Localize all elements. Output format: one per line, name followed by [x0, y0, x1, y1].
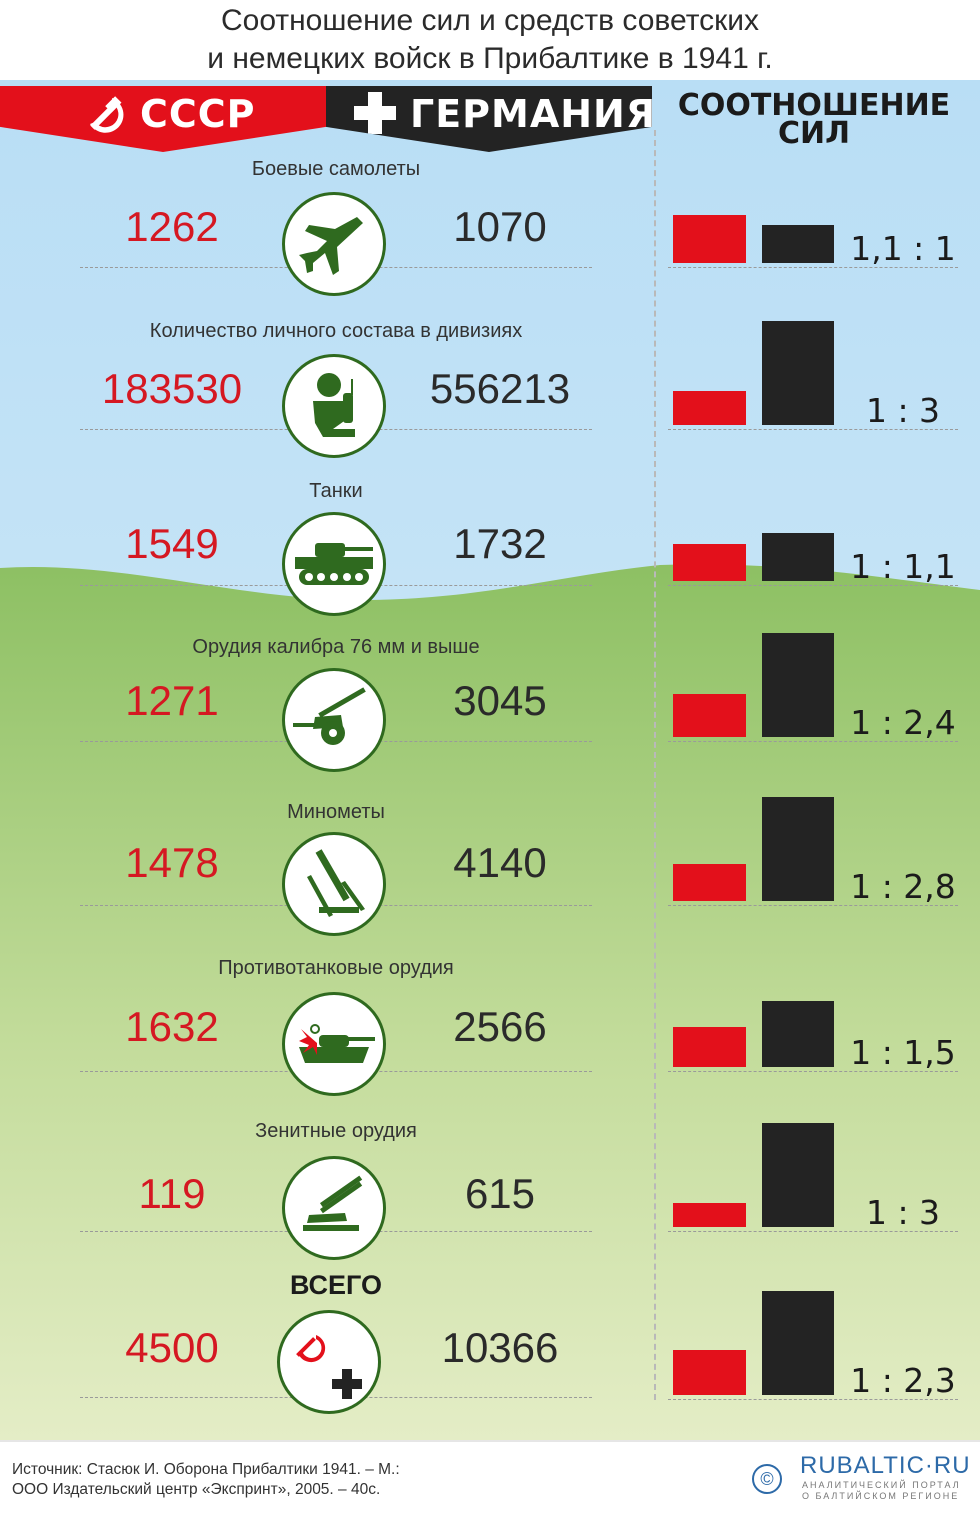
germany-bar	[762, 1001, 834, 1067]
ussr-bar	[673, 1349, 746, 1395]
brand-subtitle-2: О БАЛТИЙСКОМ РЕГИОНЕ	[802, 1491, 960, 1501]
ussr-bar	[673, 693, 746, 737]
ussr-value: 1262	[125, 203, 219, 250]
category-label: Минометы	[287, 801, 385, 823]
category-label: Боевые самолеты	[251, 158, 421, 180]
ratio-value: 1,1 : 1	[850, 229, 956, 268]
ussr-value: 4500	[125, 1324, 219, 1371]
mortar-icon	[307, 849, 365, 917]
ussr-value: 1271	[125, 677, 219, 724]
category-label: Количество личного состава в дивизиях	[149, 320, 523, 342]
cross-icon	[354, 92, 396, 134]
title-line-2: и немецких войск в Прибалтике в 1941 г.	[207, 42, 773, 75]
germany-value: 4140	[453, 839, 547, 886]
header-ratio-line1: СООТНОШЕНИЕ	[677, 88, 951, 123]
category-label: Противотанковые орудия	[218, 957, 454, 979]
hammer-sickle-icon	[90, 96, 124, 133]
header-ratio: СООТНОШЕНИЕ СИЛ	[664, 88, 964, 151]
source-text: Источник: Стасюк И. Оборона Прибалтики 1…	[12, 1460, 400, 1500]
plane-icon	[299, 217, 363, 275]
tank-icon	[295, 543, 373, 585]
ratio-value: 1 : 3	[865, 1193, 941, 1232]
germany-bar	[762, 225, 834, 263]
ussr-bar	[673, 544, 746, 581]
ratio-divider-line	[668, 905, 958, 906]
ussr-bar	[673, 863, 746, 901]
ratio-value: 1 : 3	[865, 391, 941, 430]
ussr-value: 1632	[125, 1003, 219, 1050]
brand-subtitle-1: АНАЛИТИЧЕСКИЙ ПОРТАЛ	[802, 1480, 961, 1490]
ussr-bar	[673, 1203, 746, 1227]
germany-value: 1070	[453, 203, 547, 250]
header-ratio-line2: СИЛ	[777, 116, 851, 151]
antitank-icon	[299, 1024, 375, 1063]
icon-circle	[277, 1310, 381, 1414]
germany-bar	[762, 321, 834, 425]
germany-value: 10366	[441, 1324, 559, 1371]
icon-circle	[282, 512, 386, 616]
header-ussr-label: СССР	[140, 92, 256, 136]
germany-bar	[762, 1291, 834, 1395]
germany-bar	[762, 1123, 834, 1227]
brand-subtitle: АНАЛИТИЧЕСКИЙ ПОРТАЛ О БАЛТИЙСКОМ РЕГИОН…	[802, 1480, 978, 1502]
source-line-2: ООО Издательский центр «Экспринт», 2005.…	[12, 1481, 381, 1498]
icon-circle	[282, 1156, 386, 1260]
ussr-value: 1549	[125, 520, 219, 567]
icon-circle	[282, 992, 386, 1096]
ratio-divider-line	[668, 267, 958, 268]
germany-value: 2566	[453, 1003, 547, 1050]
germany-value: 615	[464, 1170, 536, 1217]
title-line-1: Соотношение сил и средств советских	[221, 4, 759, 37]
ratio-divider-line	[668, 741, 958, 742]
category-label: Орудия калибра 76 мм и выше	[192, 636, 480, 658]
germany-bar	[762, 633, 834, 737]
category-label: Зенитные орудия	[255, 1120, 417, 1142]
germany-bar	[762, 797, 834, 901]
ussr-value: 183530	[101, 365, 243, 412]
icon-circle	[282, 832, 386, 936]
icon-circle	[282, 668, 386, 772]
germany-value: 1732	[453, 520, 547, 567]
ratio-value: 1 : 1,1	[850, 547, 956, 586]
brand-logo[interactable]: RUBALTIC·RU	[800, 1452, 971, 1479]
ratio-value: 1 : 2,3	[850, 1361, 956, 1400]
ussr-bar	[673, 215, 746, 263]
total-icon	[296, 1335, 362, 1399]
ussr-value: 1478	[125, 839, 219, 886]
germany-value: 3045	[453, 677, 547, 724]
icon-circle	[282, 192, 386, 296]
source-line-1: Источник: Стасюк И. Оборона Прибалтики 1…	[12, 1461, 400, 1478]
category-label: ВСЕГО	[290, 1270, 382, 1300]
ratio-divider-line	[668, 585, 958, 586]
antiaircraft-icon	[303, 1175, 363, 1231]
germany-value: 556213	[429, 365, 571, 412]
ratio-value: 1 : 2,4	[850, 703, 956, 742]
ussr-bar	[673, 1027, 746, 1067]
icon-circle	[282, 354, 386, 458]
ratio-divider-line	[668, 1071, 958, 1072]
ratio-value: 1 : 1,5	[850, 1033, 956, 1072]
ratio-value: 1 : 2,8	[850, 867, 956, 906]
copyright-icon: ©	[752, 1464, 782, 1494]
ussr-value: 119	[138, 1170, 206, 1217]
ratio-divider-line	[668, 1231, 958, 1232]
ratio-divider-line	[668, 429, 958, 430]
footer: Источник: Стасюк И. Оборона Прибалтики 1…	[0, 1440, 980, 1514]
header-germany-label: ГЕРМАНИЯ	[410, 92, 657, 136]
howitzer-icon	[293, 687, 366, 745]
ratio-divider-line	[668, 1399, 958, 1400]
ratio-divider	[654, 130, 656, 1400]
germany-bar	[762, 533, 834, 581]
category-label: Танки	[309, 480, 363, 502]
ussr-bar	[673, 390, 746, 425]
soldier-icon	[313, 373, 355, 437]
